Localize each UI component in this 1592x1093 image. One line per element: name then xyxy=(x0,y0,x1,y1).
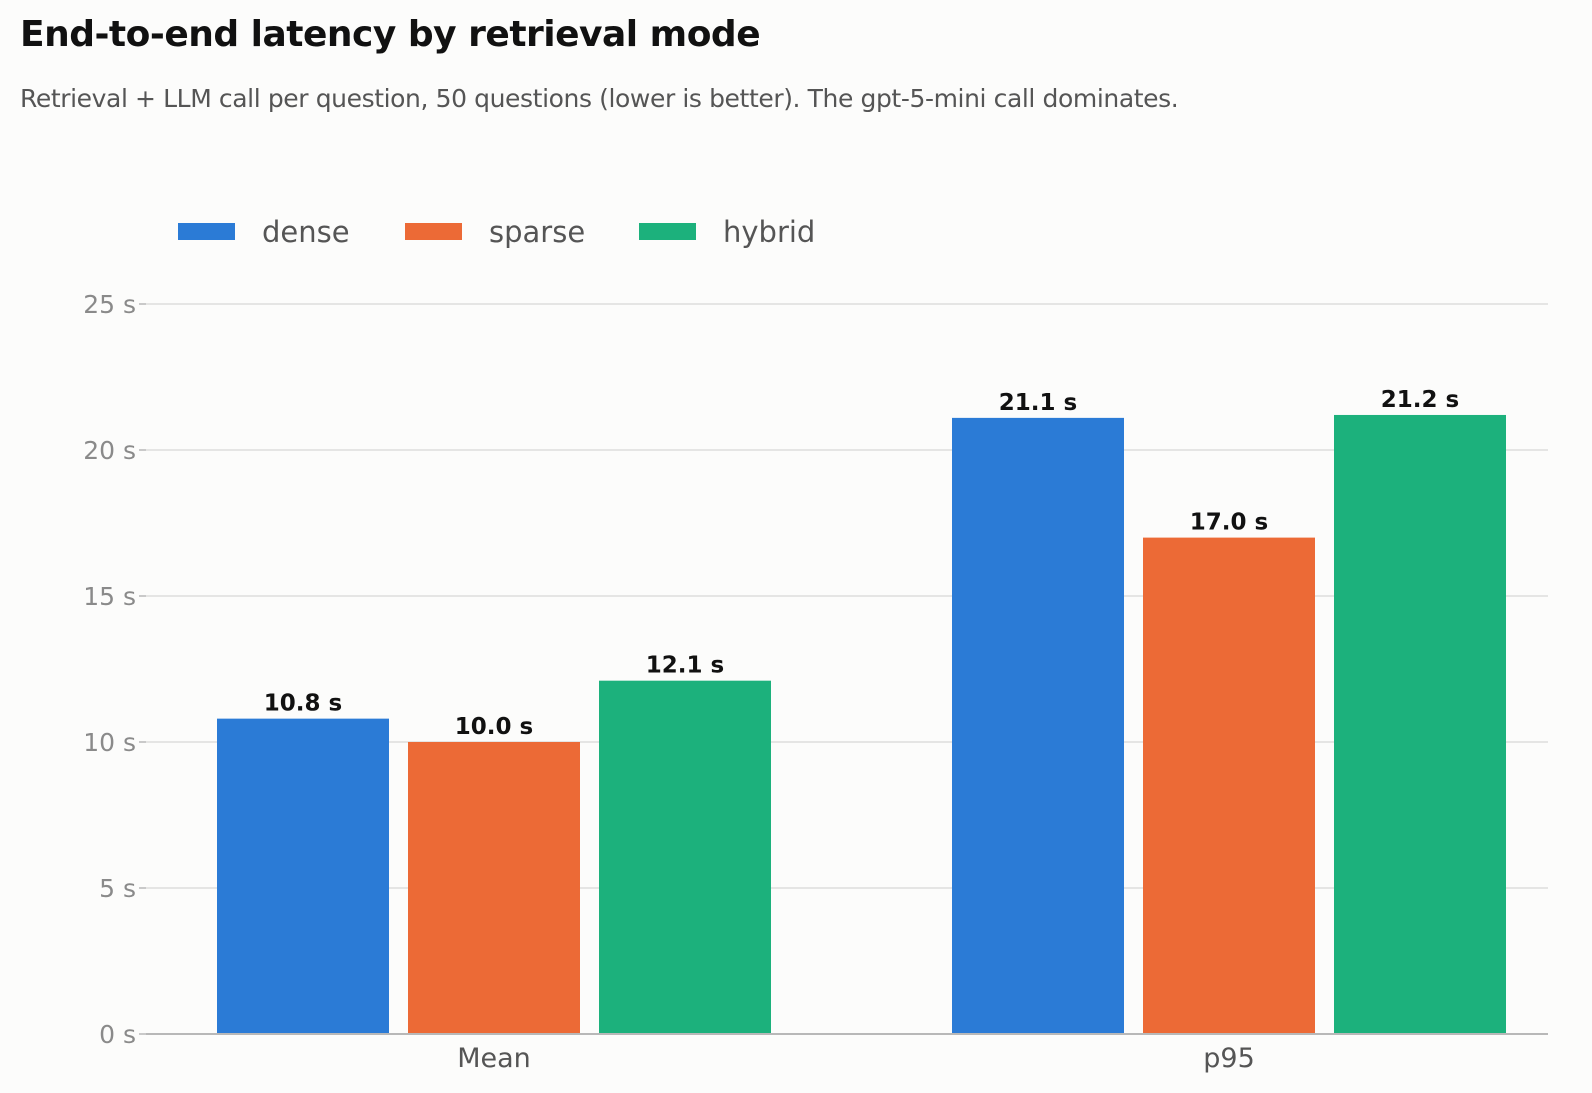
bar-sparse-mean xyxy=(408,742,580,1034)
legend-label: sparse xyxy=(489,215,585,249)
legend-swatch xyxy=(405,223,462,240)
y-tick-label: 15 s xyxy=(83,582,136,611)
legend: dense sparse hybrid xyxy=(178,215,815,249)
bar-dense-mean xyxy=(217,718,389,1034)
bars xyxy=(217,414,1506,1035)
legend-swatch xyxy=(639,223,696,240)
x-tick-label: p95 xyxy=(1203,1043,1255,1074)
legend-label: hybrid xyxy=(723,215,815,249)
x-axis: Mean p95 xyxy=(146,1033,1548,1074)
legend-item-sparse: sparse xyxy=(405,215,585,249)
legend-swatch xyxy=(178,223,235,240)
data-label: 21.1 s xyxy=(999,390,1077,416)
data-label: 10.8 s xyxy=(264,691,342,717)
data-label: 17.0 s xyxy=(1190,510,1268,536)
chart-subtitle: Retrieval + LLM call per question, 50 qu… xyxy=(20,84,1179,113)
y-tick-label: 25 s xyxy=(83,290,136,319)
y-axis-ticks: 0 s 5 s 10 s 15 s 20 s 25 s xyxy=(83,290,146,1049)
data-label: 21.2 s xyxy=(1381,387,1459,413)
data-labels: 10.8 s 10.0 s 12.1 s 21.1 s 17.0 s 21.2 s xyxy=(264,387,1459,740)
y-tick-label: 20 s xyxy=(83,436,136,465)
legend-item-dense: dense xyxy=(178,215,350,249)
x-tick-label: Mean xyxy=(457,1043,531,1074)
y-tick-label: 5 s xyxy=(99,874,136,903)
legend-label: dense xyxy=(262,215,350,249)
bar-hybrid-p95 xyxy=(1334,414,1506,1035)
data-label: 12.1 s xyxy=(646,653,724,679)
legend-item-hybrid: hybrid xyxy=(639,215,815,249)
y-tick-label: 10 s xyxy=(83,728,136,757)
bar-hybrid-mean xyxy=(599,680,771,1034)
data-label: 10.0 s xyxy=(455,714,533,740)
chart-title: End-to-end latency by retrieval mode xyxy=(20,14,761,55)
y-tick-label: 0 s xyxy=(99,1020,136,1049)
bar-dense-p95 xyxy=(952,417,1124,1034)
bar-sparse-p95 xyxy=(1143,537,1315,1034)
